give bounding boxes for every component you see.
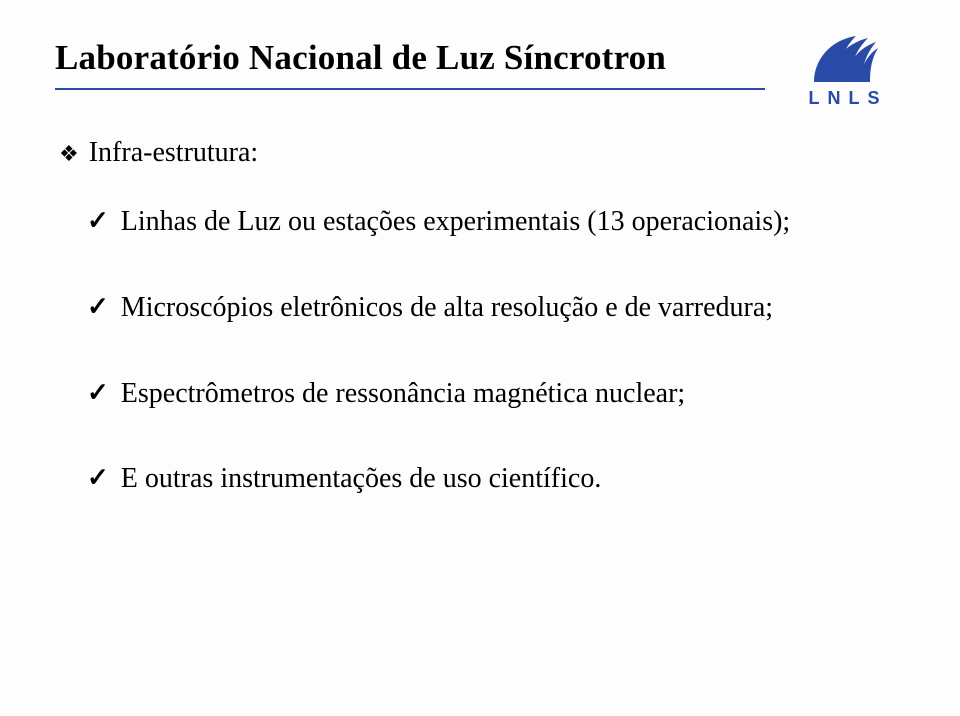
slide-content: ❖ Infra-estrutura: ✓ Linhas de Luz ou es… [55,137,905,498]
diamond-icon: ❖ [59,143,79,165]
check-list: ✓ Linhas de Luz ou estações experimentai… [59,203,905,498]
list-item-text: Espectrômetros de ressonância magnética … [121,375,685,413]
header-row: Laboratório Nacional de Luz Síncrotron L… [55,38,905,109]
slide: Laboratório Nacional de Luz Síncrotron L… [0,0,960,716]
slide-title: Laboratório Nacional de Luz Síncrotron [55,38,765,78]
list-item-text: Microscópios eletrônicos de alta resoluç… [121,289,773,327]
check-icon: ✓ [87,377,109,408]
section-label: Infra-estrutura: [89,137,258,169]
lnls-logo-text: LNLS [803,88,888,109]
title-block: Laboratório Nacional de Luz Síncrotron [55,38,765,90]
section-heading: ❖ Infra-estrutura: [59,137,905,169]
list-item-text: Linhas de Luz ou estações experimentais … [121,203,790,241]
lnls-logo: LNLS [785,32,905,109]
check-icon: ✓ [87,205,109,236]
title-underline [55,88,765,90]
check-icon: ✓ [87,462,109,493]
list-item: ✓ Microscópios eletrônicos de alta resol… [87,289,905,327]
check-icon: ✓ [87,291,109,322]
list-item-text: E outras instrumentações de uso científi… [121,460,602,498]
list-item: ✓ Linhas de Luz ou estações experimentai… [87,203,905,241]
list-item: ✓ E outras instrumentações de uso cientí… [87,460,905,498]
list-item: ✓ Espectrômetros de ressonância magnétic… [87,375,905,413]
lnls-logo-icon [810,32,880,84]
